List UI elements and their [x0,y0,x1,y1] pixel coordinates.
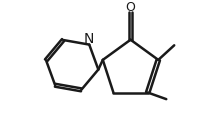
Text: N: N [84,32,94,46]
Text: O: O [126,1,136,14]
